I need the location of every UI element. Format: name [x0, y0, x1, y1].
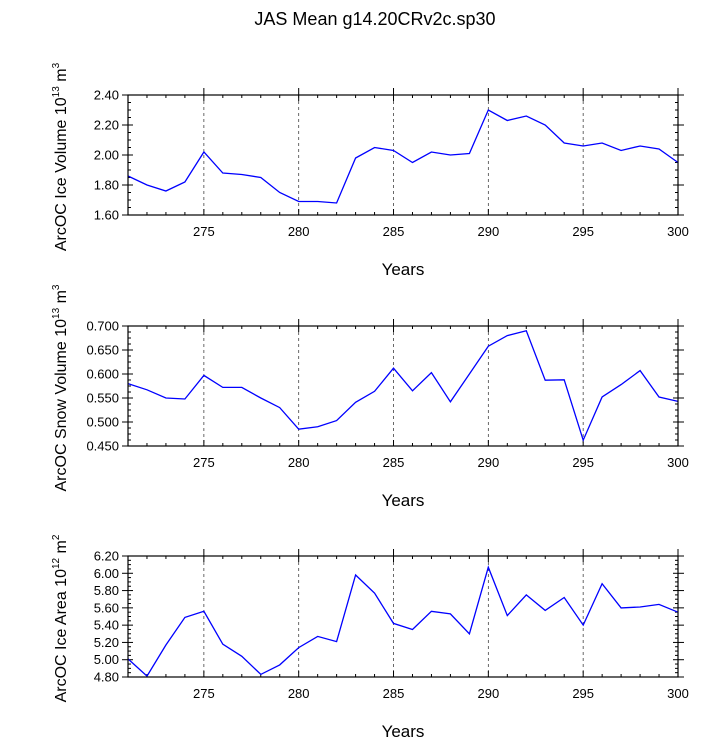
panel-3: 4.80 5.00 5.20 5.40 5.60 5.80 6.00 6.20 275 280 28…	[51, 534, 689, 737]
chart-title: JAS Mean g14.20CRv2c.sp30	[254, 9, 495, 29]
y-tick-label: 4.80	[94, 670, 119, 685]
y-tick-label: 0.650	[86, 343, 119, 358]
x-tick-label: 275	[193, 224, 215, 239]
data-line	[127, 330, 679, 443]
y-axis-title-unit: m	[53, 68, 70, 86]
x-tick-label: 295	[572, 224, 594, 239]
y-tick-label: 1.80	[94, 178, 119, 193]
y-axis-title-exp: 13	[51, 86, 62, 98]
x-axis-title: Years	[382, 722, 425, 737]
y-tick-label: 1.60	[94, 208, 119, 223]
y-axis-title-exp: 13	[51, 307, 62, 319]
x-tick-label: 300	[667, 224, 689, 239]
x-tick-label: 290	[477, 455, 499, 470]
y-axis-title: ArcOC Ice Volume 1013 m3	[51, 62, 70, 251]
x-tick-label: 285	[383, 686, 405, 701]
x-tick-label: 280	[288, 224, 310, 239]
y-tick-label: 0.550	[86, 391, 119, 406]
y-tick-label: 0.600	[86, 367, 119, 382]
x-tick-label: 280	[288, 455, 310, 470]
x-tick-label: 300	[667, 455, 689, 470]
x-tick-label: 275	[193, 455, 215, 470]
y-tick-label: 5.20	[94, 635, 119, 650]
y-tick-label: 5.80	[94, 583, 119, 598]
data-line	[127, 565, 679, 678]
panel-2: 0.450 0.500 0.550 0.600 0.650 0.700 275 280 285 2…	[51, 284, 689, 510]
x-axis-title: Years	[382, 491, 425, 510]
y-axis-title-text: ArcOC Ice Volume 10	[53, 97, 70, 251]
x-axis-title: Years	[382, 260, 425, 279]
x-tick-label: 285	[383, 224, 405, 239]
x-tick-label: 295	[572, 455, 594, 470]
y-tick-label: 2.20	[94, 118, 119, 133]
y-tick-label: 2.00	[94, 148, 119, 163]
x-tick-label: 290	[477, 224, 499, 239]
x-tick-label: 295	[572, 686, 594, 701]
plot-frame	[127, 325, 679, 447]
y-tick-label: 0.500	[86, 415, 119, 430]
x-tick-label: 285	[383, 455, 405, 470]
y-axis-title-unit-exp: 2	[51, 534, 62, 540]
y-tick-label: 5.60	[94, 600, 119, 615]
y-axis-title: ArcOC Ice Area 1012 m2	[51, 534, 70, 702]
x-tick-label: 275	[193, 686, 215, 701]
plot-frame	[127, 94, 679, 216]
y-tick-label: 2.40	[94, 88, 119, 103]
y-axis-title-unit-exp: 3	[51, 62, 62, 68]
y-axis-title-unit-exp: 3	[51, 284, 62, 290]
y-tick-label: 5.40	[94, 618, 119, 633]
y-tick-label: 0.700	[86, 319, 119, 334]
panel-1: 1.60 1.80 2.00 2.20 2.40 275 280 285 290 295 300 Ye…	[51, 62, 689, 279]
y-axis-title: ArcOC Snow Volume 1013 m3	[51, 284, 70, 491]
x-tick-label: 300	[667, 686, 689, 701]
y-tick-label: 5.00	[94, 652, 119, 667]
y-axis-title-unit: m	[53, 290, 70, 308]
y-axis-title-text: ArcOC Ice Area 10	[53, 569, 70, 702]
y-axis-title-exp: 12	[51, 557, 62, 569]
y-axis-title-text: ArcOC Snow Volume 10	[53, 319, 70, 492]
plot-frame	[127, 555, 679, 678]
y-axis-title-unit: m	[53, 540, 70, 558]
data-line	[127, 109, 679, 204]
y-tick-label: 6.00	[94, 566, 119, 581]
x-tick-label: 280	[288, 686, 310, 701]
y-tick-label: 6.20	[94, 549, 119, 564]
x-tick-label: 290	[477, 686, 499, 701]
y-tick-label: 0.450	[86, 439, 119, 454]
